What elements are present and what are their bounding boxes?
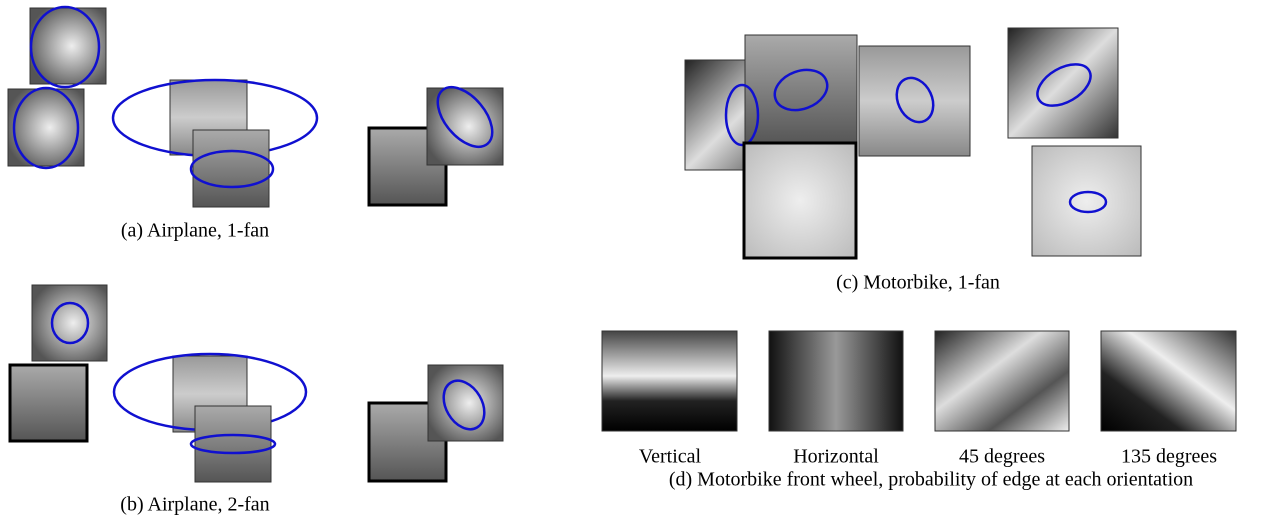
edge-map	[602, 331, 737, 431]
patch	[744, 143, 856, 258]
panel-d: Vertical Horizontal 45 degrees 135 degre…	[602, 331, 1236, 491]
panel-a: (a) Airplane, 1-fan	[8, 7, 503, 242]
patch	[32, 285, 107, 361]
orientation-label: Horizontal	[793, 446, 879, 468]
patch	[193, 130, 269, 207]
orientation-label: Vertical	[639, 446, 702, 468]
caption: (c) Motorbike, 1-fan	[836, 272, 1000, 294]
patch	[1008, 28, 1118, 138]
panel-c: (c) Motorbike, 1-fan	[685, 28, 1141, 294]
figure: (a) Airplane, 1-fan (b) Airplane, 2-fan …	[0, 0, 1276, 521]
patch	[1032, 146, 1141, 256]
patch	[195, 406, 271, 482]
patch	[8, 89, 84, 166]
orientation-label: 135 degrees	[1121, 446, 1217, 468]
edge-map	[769, 331, 903, 431]
caption: (a) Airplane, 1-fan	[121, 220, 269, 242]
edge-map	[1101, 331, 1236, 431]
panel-b: (b) Airplane, 2-fan	[10, 285, 503, 516]
caption: (b) Airplane, 2-fan	[120, 494, 269, 516]
edge-map	[935, 331, 1069, 431]
caption: (d) Motorbike front wheel, probability o…	[669, 469, 1193, 491]
patch	[859, 46, 970, 156]
orientation-label: 45 degrees	[959, 446, 1045, 468]
patch	[10, 365, 87, 441]
patch	[745, 35, 857, 145]
